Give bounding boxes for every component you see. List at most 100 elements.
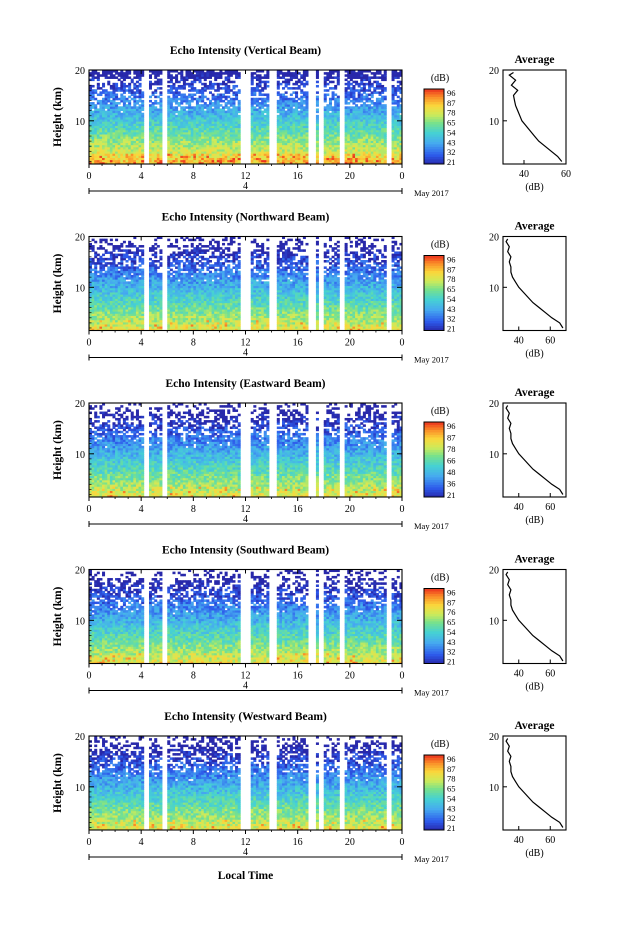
heatmap-cell xyxy=(331,70,335,73)
heatmap-cell xyxy=(211,146,215,150)
heatmap-cell xyxy=(177,117,181,120)
heatmap-cell xyxy=(154,89,158,92)
heatmap-cell xyxy=(373,134,377,137)
heatmap-cell xyxy=(96,300,100,304)
heatmap-cell xyxy=(203,155,207,158)
heatmap-cell xyxy=(331,117,335,120)
heatmap-cell xyxy=(117,270,121,274)
heatmap-cell xyxy=(300,136,304,139)
heatmap-cell xyxy=(266,146,270,150)
heatmap-cell xyxy=(109,264,113,267)
heatmap-cell xyxy=(107,140,111,144)
heatmap-cell xyxy=(117,136,121,139)
heatmap-cell xyxy=(159,251,163,254)
heatmap-cell xyxy=(172,274,176,278)
heatmap-cell xyxy=(222,117,226,120)
heatmap-cell xyxy=(300,82,304,86)
heatmap-cell xyxy=(284,151,288,154)
heatmap-cell xyxy=(154,159,158,163)
heatmap-cell xyxy=(135,251,139,254)
heatmap-cell xyxy=(195,144,199,148)
heatmap-cell xyxy=(279,123,283,126)
heatmap-cell xyxy=(122,157,126,161)
heatmap-cell xyxy=(185,146,189,150)
heatmap-cell xyxy=(135,72,139,75)
heatmap-cell xyxy=(151,292,155,295)
heatmap-cell xyxy=(399,153,403,156)
heatmap-cell xyxy=(182,80,186,84)
heatmap-cell xyxy=(193,151,197,154)
y-tick-label: 20 xyxy=(75,66,85,77)
heatmap-cell xyxy=(394,117,398,120)
heatmap-cell xyxy=(117,134,121,137)
heatmap-cell xyxy=(266,117,270,120)
heatmap-cell xyxy=(328,117,332,120)
heatmap-cell xyxy=(125,287,129,291)
heatmap-cell xyxy=(334,84,338,88)
heatmap-cell xyxy=(185,142,189,146)
heatmap-cell xyxy=(151,274,155,278)
heatmap-cell xyxy=(229,110,233,114)
heatmap-cell xyxy=(266,110,270,114)
heatmap-cell xyxy=(237,114,241,118)
heatmap-cell xyxy=(208,117,212,120)
colorbar-segment xyxy=(424,144,444,147)
heatmap-cell xyxy=(287,121,291,124)
heatmap-cell xyxy=(229,70,233,73)
heatmap-cell xyxy=(250,119,254,122)
heatmap-cell xyxy=(193,80,197,84)
heatmap-cell xyxy=(295,121,299,124)
heatmap-cell xyxy=(182,161,186,165)
heatmap-cell xyxy=(287,140,291,144)
heatmap-cell xyxy=(201,82,205,86)
heatmap-cell xyxy=(331,161,335,165)
heatmap-cell xyxy=(175,260,179,263)
heatmap-cell xyxy=(235,108,239,111)
heatmap-cell xyxy=(279,125,283,129)
heatmap-cell xyxy=(96,108,100,111)
heatmap-cell xyxy=(109,125,113,129)
heatmap-cell xyxy=(96,324,100,327)
heatmap-cell xyxy=(295,104,299,107)
heatmap-cell xyxy=(305,93,309,97)
heatmap-cell xyxy=(177,80,181,84)
heatmap-cell xyxy=(344,146,348,150)
heatmap-cell xyxy=(109,279,113,282)
heatmap-cell xyxy=(323,119,327,122)
heatmap-cell xyxy=(99,123,103,126)
heatmap-cell xyxy=(148,144,152,148)
heatmap-cell xyxy=(89,298,93,301)
heatmap-cell xyxy=(258,104,262,107)
heatmap-cell xyxy=(222,153,226,156)
heatmap-cell xyxy=(323,123,327,126)
heatmap-cell xyxy=(399,142,403,146)
heatmap-cell xyxy=(214,142,218,146)
heatmap-cell xyxy=(167,304,171,308)
heatmap-cell xyxy=(302,153,306,156)
heatmap-cell xyxy=(133,91,137,94)
heatmap-cell xyxy=(130,251,134,254)
heatmap-cell xyxy=(357,99,361,103)
heatmap-cell xyxy=(148,82,152,86)
heatmap-cell xyxy=(391,119,395,122)
heatmap-cell xyxy=(169,313,173,316)
heatmap-cell xyxy=(370,127,374,131)
heatmap-cell xyxy=(169,159,173,163)
heatmap-cell xyxy=(133,317,137,321)
heatmap-cell xyxy=(190,84,194,88)
heatmap-cell xyxy=(378,87,382,90)
heatmap-cell xyxy=(216,110,220,114)
heatmap-cell xyxy=(253,161,257,165)
heatmap-cell xyxy=(130,131,134,135)
heatmap-cell xyxy=(188,74,192,77)
heatmap-cell xyxy=(250,106,254,109)
heatmap-cell xyxy=(104,159,108,163)
heatmap-cell xyxy=(109,296,113,299)
heatmap-cell xyxy=(138,268,142,272)
heatmap-cell xyxy=(250,93,254,97)
heatmap-cell xyxy=(177,272,181,276)
heatmap-cell xyxy=(175,131,179,135)
heatmap-cell xyxy=(96,142,100,146)
heatmap-cell xyxy=(177,110,181,114)
heatmap-cell xyxy=(297,140,301,144)
